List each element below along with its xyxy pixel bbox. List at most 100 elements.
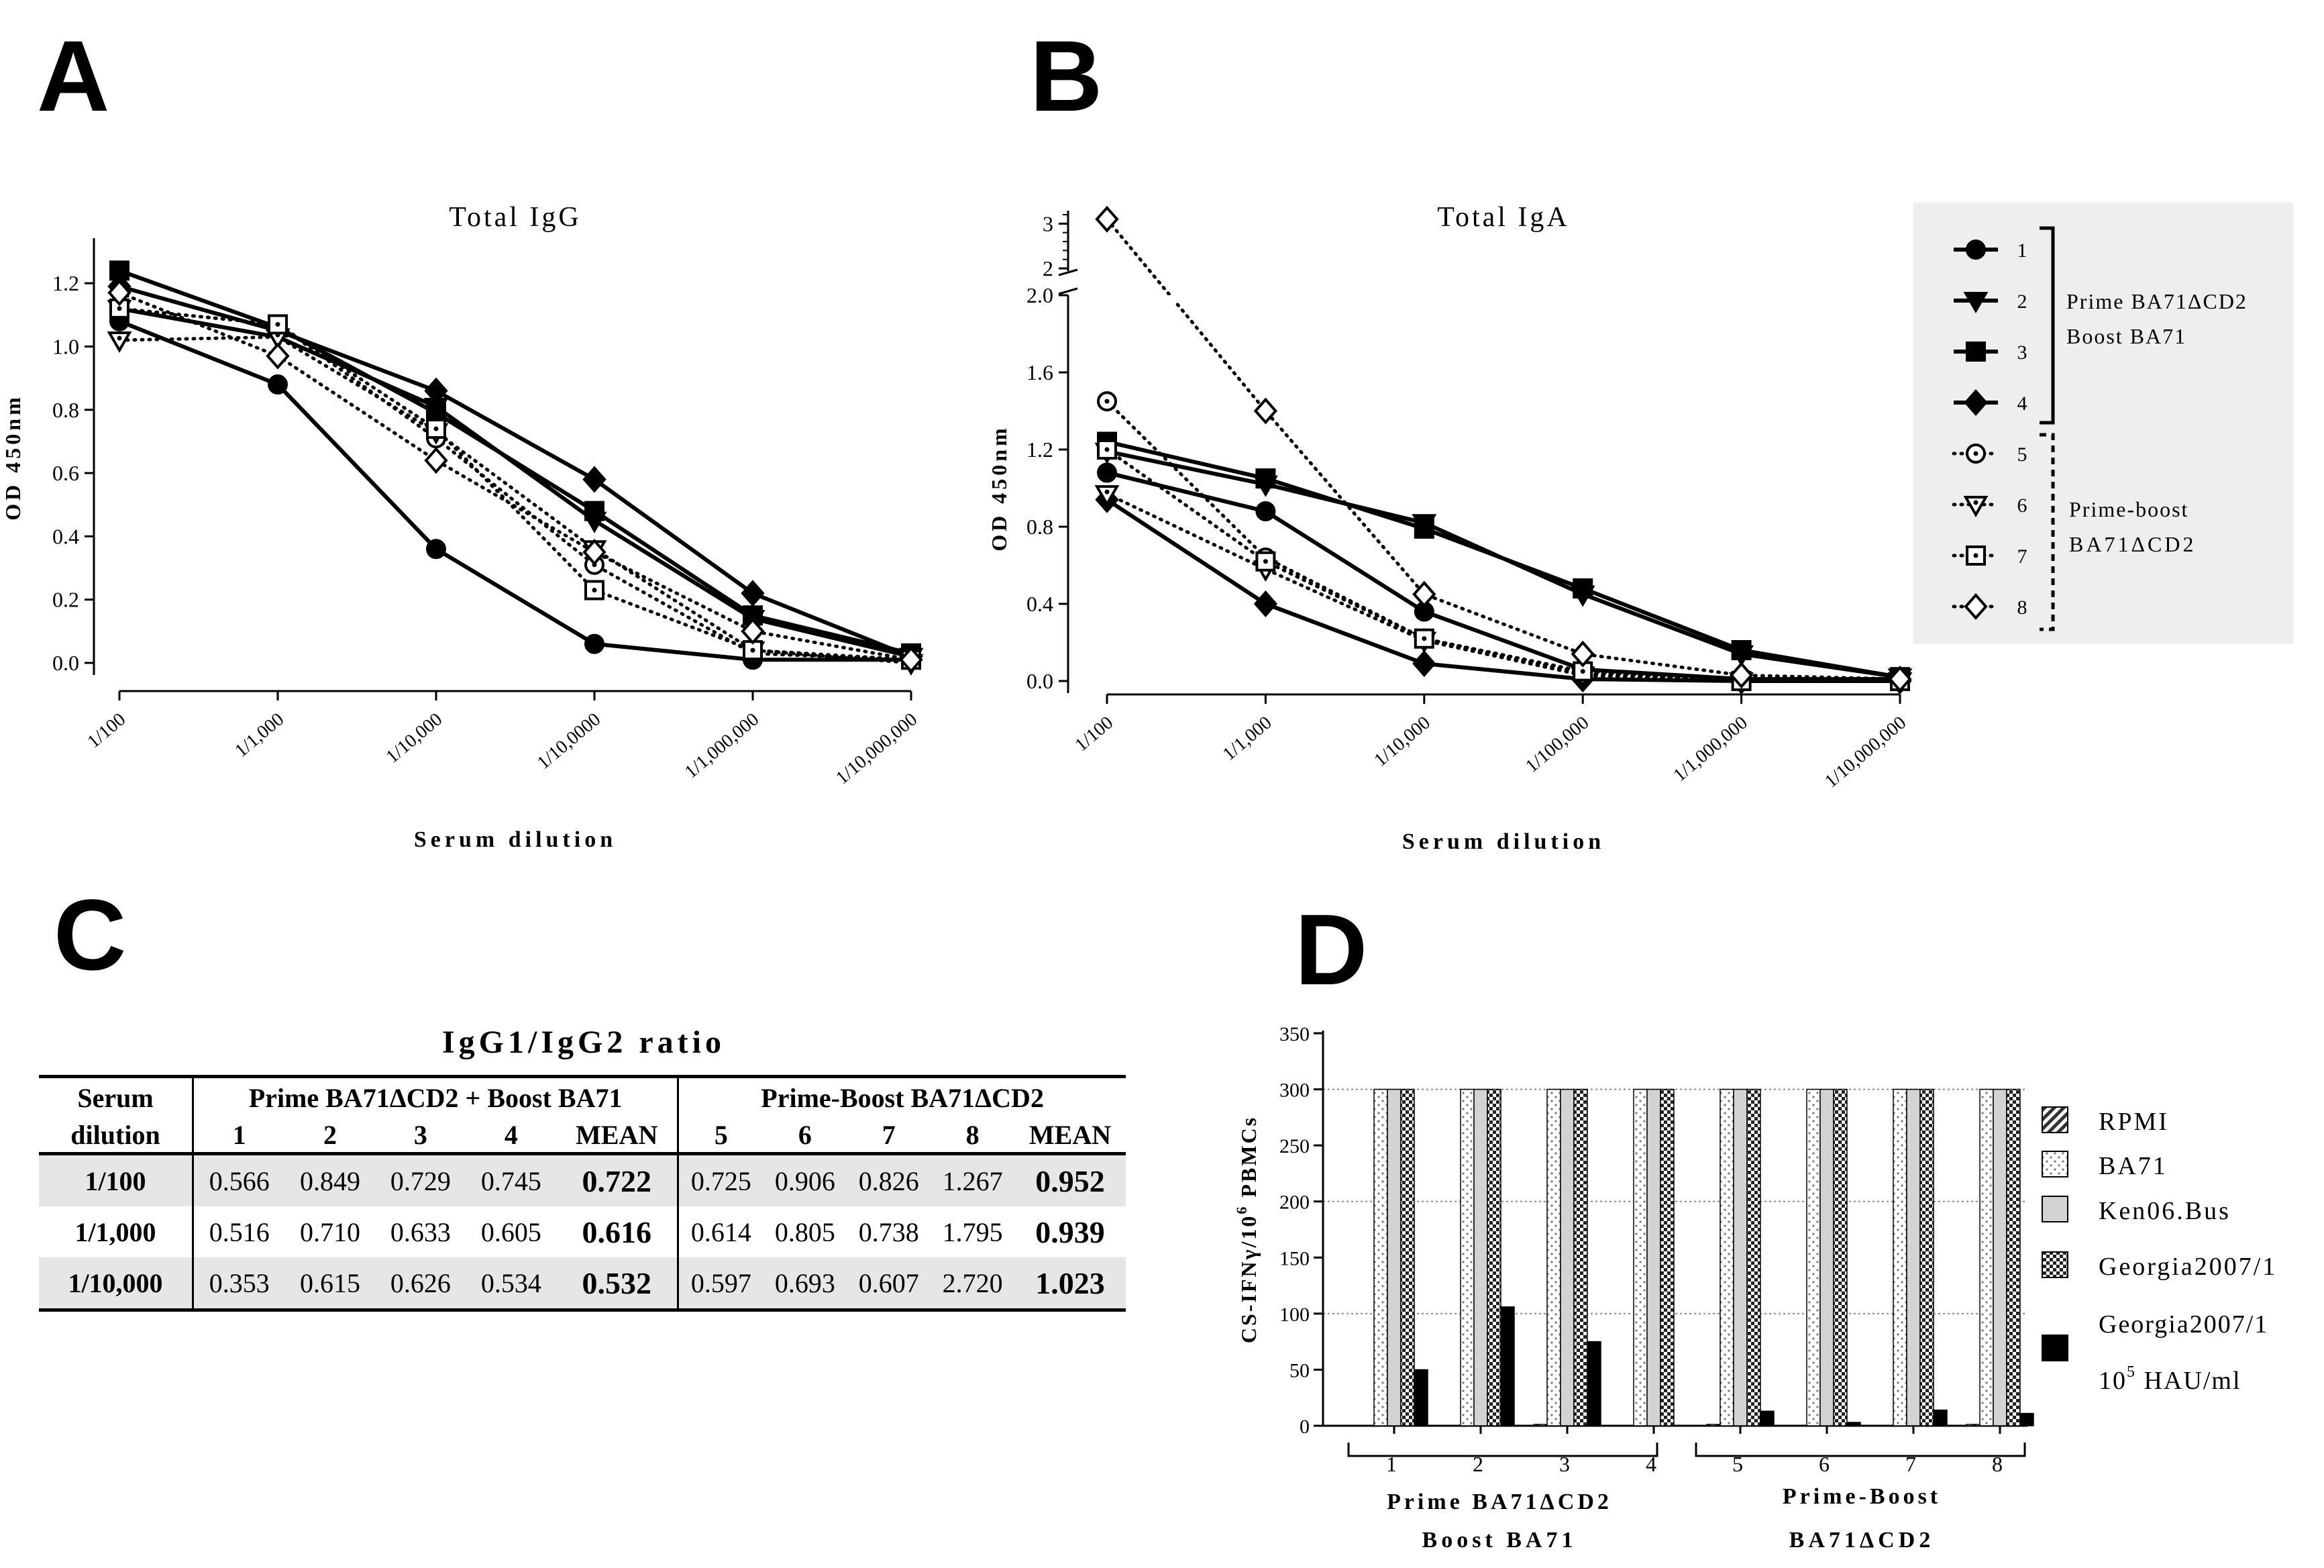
ratio-cell: 0.532 — [556, 1257, 678, 1312]
legend-entry-label: 8 — [2017, 596, 2027, 619]
x-tick-label: 3 — [1559, 1452, 1570, 1476]
series-marker-7-center — [275, 321, 280, 327]
x-tick-label: 1/10,000 — [382, 709, 447, 768]
y-tick-label: 0.8 — [1026, 515, 1053, 539]
ratio-cell: 0.745 — [466, 1153, 557, 1206]
bar — [1919, 1088, 1934, 1426]
legend-marker — [1963, 292, 1989, 314]
y-tick-label: 0 — [1300, 1416, 1310, 1438]
series-marker-1 — [268, 374, 288, 395]
y-tick-label: 0.4 — [52, 524, 79, 548]
dilution-cell: 1/10,000 — [39, 1257, 193, 1312]
ratio-cell: 0.722 — [556, 1153, 678, 1206]
series-marker-8 — [741, 617, 765, 645]
bar — [1473, 1088, 1488, 1426]
legend-swatch — [2042, 1196, 2068, 1222]
series-marker-4 — [1412, 650, 1436, 678]
bar — [1833, 1088, 1848, 1426]
panel-label-b: B — [1030, 19, 1103, 132]
series-line-2 — [119, 306, 912, 659]
legend-group-label: BA71ΔCD2 — [2069, 532, 2196, 556]
series-marker-7 — [426, 419, 446, 439]
ratio-cell: 0.597 — [677, 1257, 763, 1312]
series-line-4 — [1106, 498, 1900, 683]
series-marker-8 — [424, 447, 448, 474]
column-header: 7 — [847, 1117, 931, 1155]
series-line-3 — [1106, 439, 1901, 680]
legend-marker-center — [1973, 500, 1978, 505]
ratio-cell: 0.516 — [192, 1206, 285, 1257]
series-marker-3 — [1573, 578, 1593, 598]
ratio-cell: 0.805 — [774, 1216, 835, 1247]
x-tick-label: 1/100 — [83, 709, 129, 753]
legend-marker — [1964, 592, 1988, 621]
ratio-cell: 0.738 — [858, 1216, 919, 1247]
legend-marker-center — [1973, 451, 1978, 456]
series-marker-6-center — [1104, 489, 1110, 494]
bar — [1733, 1088, 1748, 1426]
group-label: Prime BA71ΔCD2 — [1387, 1489, 1612, 1514]
ratio-cell: 0.614 — [677, 1206, 763, 1257]
series-marker-8 — [266, 342, 290, 370]
bar — [1993, 1088, 2007, 1426]
ratio-cell: 0.626 — [375, 1257, 466, 1312]
column-header: MEAN — [1014, 1117, 1126, 1155]
series-marker-1 — [584, 633, 604, 654]
series-marker-7 — [1414, 628, 1434, 649]
bar — [1460, 1088, 1475, 1426]
series-marker-7-center — [1422, 636, 1427, 641]
panel-label-c: C — [54, 878, 127, 991]
series-marker-7-center — [750, 647, 755, 653]
x-tick-label: 2 — [1473, 1452, 1483, 1476]
y-tick-label: 0.6 — [52, 461, 79, 485]
legend-group-label: Prime BA71ΔCD2 — [2066, 289, 2248, 313]
legend-swatch — [2042, 1335, 2068, 1361]
legend-swatch — [2042, 1106, 2068, 1133]
x-tick-label: 1/10,000,000 — [1821, 713, 1910, 792]
table-row: 1/1,000 0.516 0.710 0.633 0.605 0.616 0.614 0.8… — [39, 1206, 1126, 1257]
ratio-cell: 1.795 — [942, 1216, 1003, 1247]
x-tick-label: 1/100 — [1071, 713, 1117, 756]
legend-marker — [1963, 496, 1989, 518]
series-marker-4 — [582, 466, 606, 493]
row-header-line1: Serum — [39, 1075, 193, 1117]
ratio-cell: 1.023 — [1014, 1257, 1126, 1312]
column-header: 1 — [192, 1117, 285, 1155]
series-marker-8 — [1729, 662, 1754, 689]
x-tick-label: 7 — [1905, 1452, 1916, 1476]
group-header-1: Prime BA71ΔCD2 + Boost BA71 — [191, 1075, 678, 1117]
y-tick-label: 0.4 — [1026, 592, 1053, 616]
legend-part: HAU/ml — [2136, 1367, 2241, 1395]
ratio-cell: 1.267 — [931, 1153, 1015, 1206]
series-marker-3 — [584, 501, 604, 521]
dilution-cell: 1/1,000 — [74, 1216, 156, 1247]
series-marker-8 — [107, 279, 131, 307]
series-line-2 — [1106, 449, 1901, 680]
ratio-cell: 0.725 — [677, 1153, 763, 1206]
series-line-6 — [1105, 492, 1902, 683]
x-tick-label: 5 — [1732, 1452, 1743, 1476]
legend-d: RPMI BA71 Ken06.Bus Georgia2007/1 Georgia200… — [2042, 1106, 2275, 1395]
column-header: 5 — [677, 1117, 763, 1155]
table-row: 1/10,000 0.353 0.615 0.626 0.534 0.532 0.597 0.… — [39, 1257, 1126, 1312]
bar — [1979, 1088, 1994, 1426]
ratio-cell: 0.615 — [284, 1257, 376, 1312]
ratio-cell: 0.353 — [192, 1257, 285, 1312]
ratio-cell: 0.534 — [466, 1257, 557, 1312]
series-marker-8 — [1095, 205, 1119, 233]
axis-break-mark — [1058, 268, 1078, 276]
series-marker-1 — [1255, 501, 1276, 521]
row-header-line2: dilution — [39, 1117, 193, 1155]
legend-group-label: Boost BA71 — [2066, 324, 2186, 348]
x-axis-label: Serum dilution — [414, 827, 617, 852]
series-marker-7-center — [433, 426, 439, 431]
chart-a: 0.0 0.2 0.4 0.6 0.8 1.0 1.2 1/100 1/1,000 1/10,00… — [1, 202, 924, 852]
legend-b: 1 2 3 4 5 6 7 8 Prime BA71ΔCD2 Boost BA71 Prime-bo… — [1913, 203, 2293, 644]
x-tick-label: 6 — [1819, 1452, 1830, 1476]
y-tick-label: 150 — [1279, 1247, 1310, 1269]
series-line-8 — [1105, 217, 1902, 681]
series-marker-8 — [1888, 666, 1912, 693]
series-marker-4 — [424, 377, 448, 405]
group-label: Boost BA71 — [1422, 1528, 1577, 1553]
